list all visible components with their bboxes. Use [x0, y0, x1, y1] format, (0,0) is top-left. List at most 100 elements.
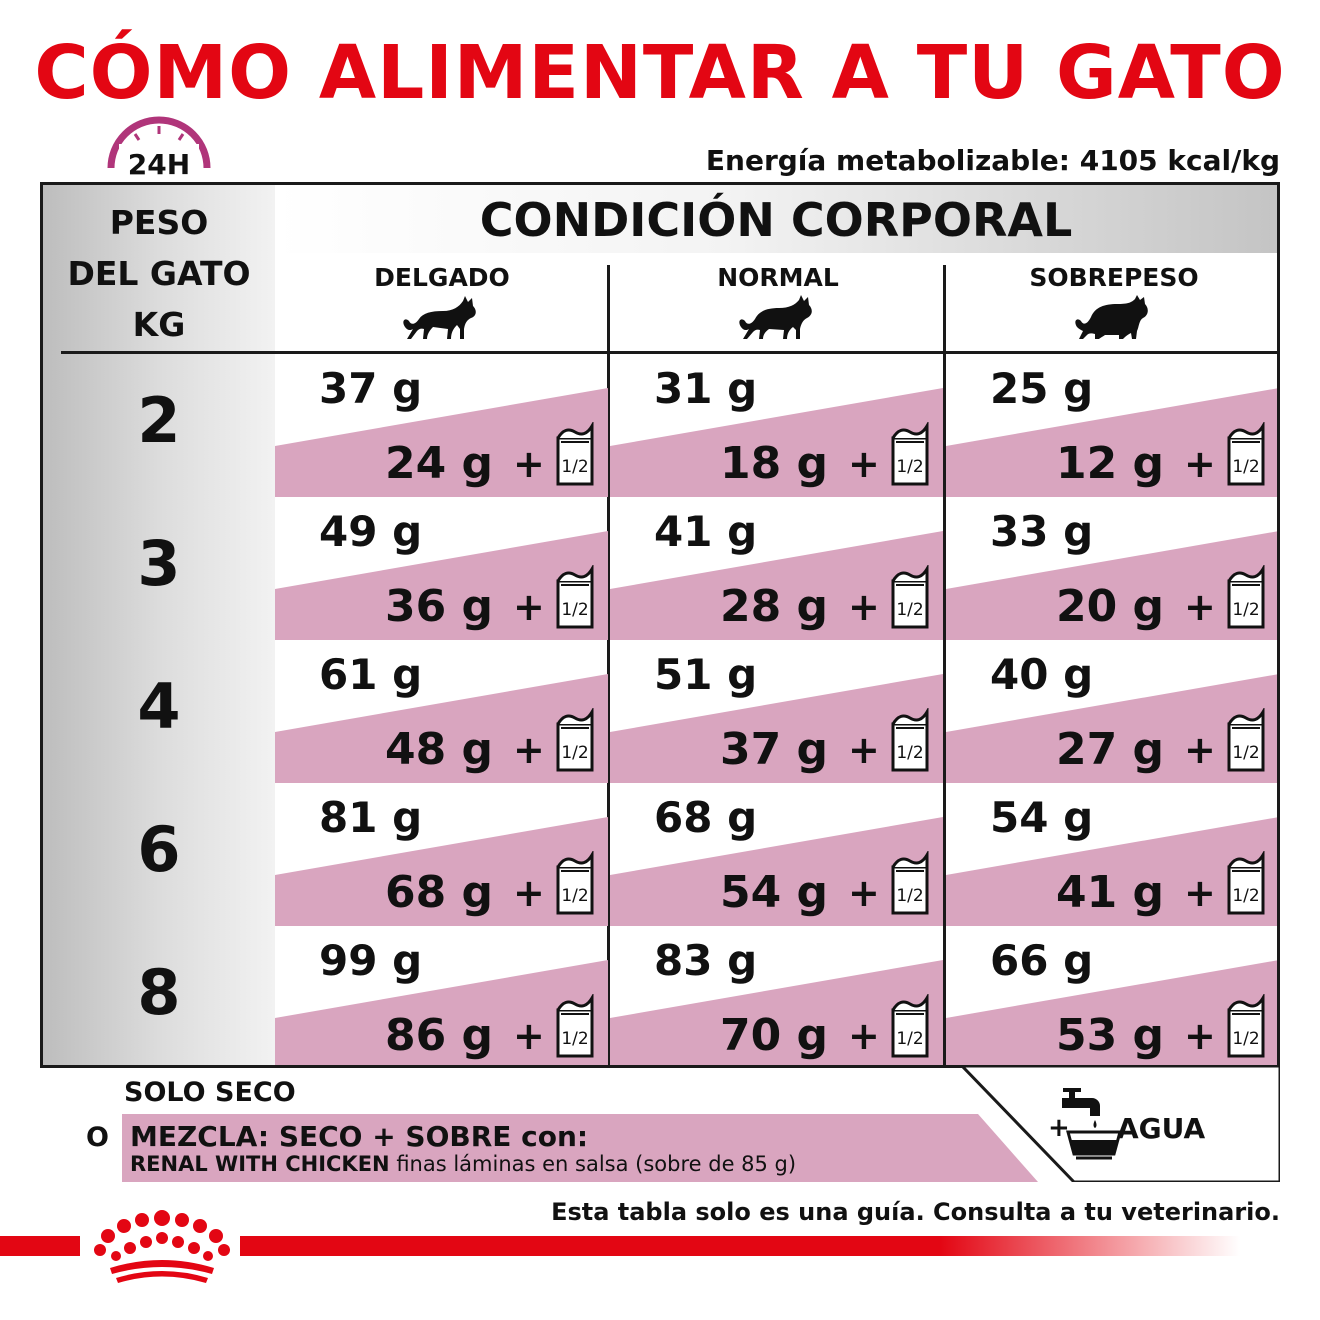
half-pouch-icon: 1/2 — [556, 708, 594, 772]
legend-product-name: RENAL WITH CHICKEN — [130, 1152, 390, 1176]
legend-or: O — [86, 1122, 109, 1153]
mix-band — [610, 674, 943, 783]
dry-only-amount: 61 g — [319, 650, 423, 699]
thin-cat-icon — [403, 296, 476, 339]
mix-dry-amount: 41 g — [1056, 867, 1165, 918]
plus-sign: + — [848, 871, 880, 915]
weight-value: 4 — [137, 670, 181, 743]
pouch-fraction: 1/2 — [561, 886, 588, 906]
dry-only-amount: 31 g — [654, 364, 758, 413]
ration-cell: 61 g 48 g +1/2 — [275, 640, 608, 783]
mix-band — [275, 674, 608, 783]
mix-band — [610, 388, 943, 497]
mix-dry-amount: 24 g — [385, 438, 494, 489]
disclaimer: Esta tabla solo es una guía. Consulta a … — [551, 1198, 1280, 1226]
feeding-table: CONDICIÓN CORPORAL PESO DEL GATO KG DELG… — [40, 182, 1280, 1068]
plus-sign: + — [848, 442, 880, 486]
water-box: + — [962, 1066, 1280, 1182]
mix-dry-amount: 28 g — [720, 581, 829, 632]
pouch-fraction: 1/2 — [1232, 1029, 1259, 1049]
weight-header-line: KG — [132, 305, 186, 344]
page-title: CÓMO ALIMENTAR A TU GATO — [34, 30, 1286, 116]
pouch-fraction: 1/2 — [896, 1029, 923, 1049]
mix-band — [946, 388, 1277, 497]
ration-cell: 68 g 54 g +1/2 — [610, 783, 943, 926]
plus-sign: + — [1184, 728, 1216, 772]
weight-header-line: PESO — [109, 203, 209, 242]
half-pouch-icon: 1/2 — [891, 422, 929, 486]
mix-band — [275, 817, 608, 926]
dry-only-amount: 99 g — [319, 936, 423, 985]
water-tap-icon — [1062, 1088, 1122, 1160]
half-pouch-icon: 1/2 — [1227, 708, 1265, 772]
weight-value: 6 — [137, 813, 181, 886]
half-pouch-icon: 1/2 — [891, 851, 929, 915]
mix-dry-amount: 48 g — [385, 724, 494, 775]
plus-sign: + — [1184, 1014, 1216, 1058]
mix-band — [946, 531, 1277, 640]
mix-dry-amount: 68 g — [385, 867, 494, 918]
plus-sign: + — [1184, 442, 1216, 486]
half-pouch-icon: 1/2 — [556, 565, 594, 629]
mix-band — [946, 674, 1277, 783]
plus-sign: + — [513, 1014, 545, 1058]
clock-label: 24H — [128, 148, 190, 181]
ration-cell: 37 g 24 g +1/2 — [275, 354, 608, 497]
mix-dry-amount: 54 g — [720, 867, 829, 918]
royal-canin-crown-logo — [94, 1210, 230, 1283]
plus-sign: + — [1184, 585, 1216, 629]
column-header-normal: NORMAL — [717, 263, 839, 292]
column-header-delgado: DELGADO — [374, 263, 510, 292]
plus-sign: + — [513, 728, 545, 772]
weight-header-line: DEL GATO — [67, 254, 251, 293]
dry-only-amount: 33 g — [990, 507, 1094, 556]
pouch-fraction: 1/2 — [561, 600, 588, 620]
plus-sign: + — [513, 442, 545, 486]
weight-value: 8 — [137, 956, 181, 1029]
mix-dry-amount: 12 g — [1056, 438, 1165, 489]
ration-cell: 66 g 53 g +1/2 — [946, 926, 1277, 1065]
plus-sign: + — [848, 1014, 880, 1058]
brand-line-left — [0, 1236, 80, 1256]
brand-line-right — [240, 1236, 1240, 1256]
mix-dry-amount: 37 g — [720, 724, 829, 775]
mix-dry-amount: 36 g — [385, 581, 494, 632]
dry-only-amount: 81 g — [319, 793, 423, 842]
dry-only-amount: 25 g — [990, 364, 1094, 413]
pouch-fraction: 1/2 — [561, 457, 588, 477]
weight-column — [43, 185, 275, 1065]
ration-cell: 51 g 37 g +1/2 — [610, 640, 943, 783]
overweight-cat-icon — [1075, 295, 1148, 339]
mix-dry-amount: 18 g — [720, 438, 829, 489]
water-plus: + — [1048, 1113, 1070, 1143]
header-divider — [61, 351, 1277, 354]
mix-band — [610, 960, 943, 1065]
dry-only-amount: 41 g — [654, 507, 758, 556]
plus-sign: + — [848, 728, 880, 772]
legend-dry-only: SOLO SECO — [124, 1077, 296, 1108]
plus-sign: + — [513, 585, 545, 629]
column-header-sobrepeso: SOBREPESO — [1029, 263, 1199, 292]
mix-band — [275, 960, 608, 1065]
ration-cell: 81 g 68 g +1/2 — [275, 783, 608, 926]
pouch-fraction: 1/2 — [1232, 457, 1259, 477]
ration-cell: 99 g 86 g +1/2 — [275, 926, 608, 1065]
pouch-fraction: 1/2 — [1232, 600, 1259, 620]
energy-label: Energía metabolizable: 4105 kcal/kg — [705, 144, 1280, 177]
weight-value: 3 — [137, 527, 181, 600]
water-label: AGUA — [1117, 1112, 1206, 1145]
pouch-fraction: 1/2 — [561, 1029, 588, 1049]
mix-dry-amount: 70 g — [720, 1010, 829, 1061]
pouch-fraction: 1/2 — [896, 600, 923, 620]
pouch-fraction: 1/2 — [1232, 886, 1259, 906]
mix-band — [946, 817, 1277, 926]
pouch-fraction: 1/2 — [561, 743, 588, 763]
ration-cell: 54 g 41 g +1/2 — [946, 783, 1277, 926]
legend-mix-title: MEZCLA: SECO + SOBRE con: — [130, 1120, 589, 1153]
column-divider — [607, 265, 610, 1065]
dry-only-amount: 66 g — [990, 936, 1094, 985]
mix-band — [275, 531, 608, 640]
dry-only-amount: 51 g — [654, 650, 758, 699]
dry-only-amount: 49 g — [319, 507, 423, 556]
legend-product-detail: finas láminas en salsa (sobre de 85 g) — [389, 1152, 797, 1176]
